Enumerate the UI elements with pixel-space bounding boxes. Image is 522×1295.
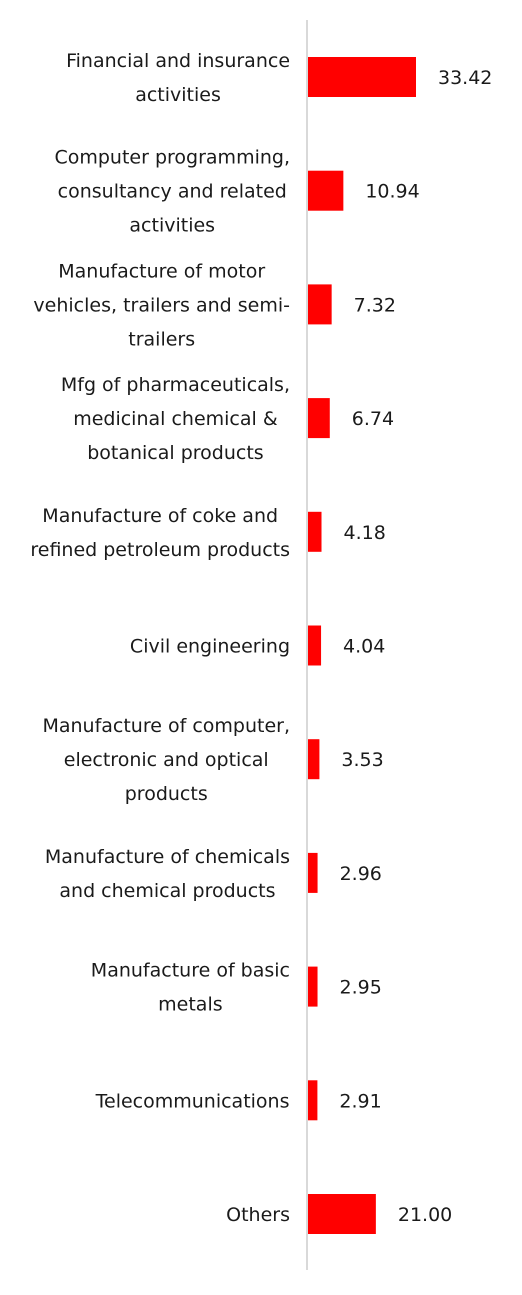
category-label-line: activities — [129, 215, 215, 237]
data-label: 3.53 — [341, 749, 383, 771]
category-label-line: Manufacture of basic — [91, 960, 290, 982]
category-label: Civil engineering — [130, 636, 290, 658]
category-label: Manufacture of coke and refined petroleum… — [30, 505, 290, 561]
data-label: 7.32 — [354, 294, 396, 316]
data-label: 6.74 — [352, 408, 394, 430]
bar — [308, 511, 322, 552]
category-label-line: botanical products — [87, 442, 263, 464]
category-label-line: and chemical products — [59, 880, 275, 902]
category-label-line: electronic and optical — [64, 749, 269, 771]
category-label-line: Manufacture of chemicals — [45, 846, 290, 868]
category-label: Computer programming, consultancy and rel… — [54, 147, 290, 237]
bar — [308, 1080, 318, 1121]
data-label: 21.00 — [398, 1204, 452, 1226]
category-label: Financial and insurance activities — [66, 50, 290, 106]
data-label: 2.91 — [339, 1090, 381, 1112]
category-label-line: Others — [226, 1204, 290, 1226]
category-label-line: Telecommunications — [95, 1090, 290, 1112]
category-label-line: medicinal chemical & — [73, 408, 278, 430]
category-label: Manufacture of motor vehicles, trailers a… — [33, 260, 290, 350]
category-label: Manufacture of chemicals and chemical pro… — [45, 846, 290, 902]
bar — [308, 1194, 376, 1234]
category-label: Manufacture of computer, electronic and o… — [42, 715, 290, 805]
data-label: 10.94 — [365, 181, 419, 203]
bar — [308, 852, 318, 893]
bar — [308, 170, 344, 211]
data-label: 2.96 — [340, 863, 382, 885]
category-label-line: products — [125, 783, 208, 805]
category-label: Manufacture of basic metals — [91, 960, 290, 1016]
category-label-line: Manufacture of computer, — [42, 715, 290, 737]
category-label-line: metals — [158, 994, 222, 1016]
bar — [308, 57, 416, 97]
category-label-line: Manufacture of motor — [58, 260, 265, 282]
data-label: 33.42 — [438, 67, 492, 89]
category-label-line: Manufacture of coke and — [42, 505, 278, 527]
category-label: Mfg of pharmaceuticals, medicinal chemica… — [61, 374, 290, 464]
data-label: 2.95 — [340, 977, 382, 999]
data-label: 4.18 — [344, 522, 386, 544]
category-label-line: activities — [135, 84, 221, 106]
bar — [308, 739, 320, 780]
bar — [308, 966, 318, 1007]
category-label-line: vehicles, trailers and semi- — [33, 294, 290, 316]
data-label: 4.04 — [343, 636, 385, 658]
category-label-line: Mfg of pharmaceuticals, — [61, 374, 290, 396]
category-label-line: consultancy and related — [58, 181, 287, 203]
category-labels-group: Financial and insurance activitiesCompute… — [30, 50, 290, 1226]
bars-group — [308, 57, 416, 1234]
category-label-line: refined petroleum products — [30, 539, 290, 561]
value-labels-group: 33.42 10.94 7.32 6.74 4.18 4.04 3.53 2.96 2.95 2.… — [339, 67, 492, 1226]
category-label-line: Civil engineering — [130, 636, 290, 658]
category-label-line: trailers — [128, 328, 195, 350]
category-label-line: Financial and insurance — [66, 50, 290, 72]
category-label: Telecommunications — [95, 1090, 290, 1112]
category-label: Others — [226, 1204, 290, 1226]
bar — [308, 398, 330, 439]
bar — [308, 625, 322, 666]
category-label-line: Computer programming, — [54, 147, 290, 169]
bar — [308, 284, 332, 325]
